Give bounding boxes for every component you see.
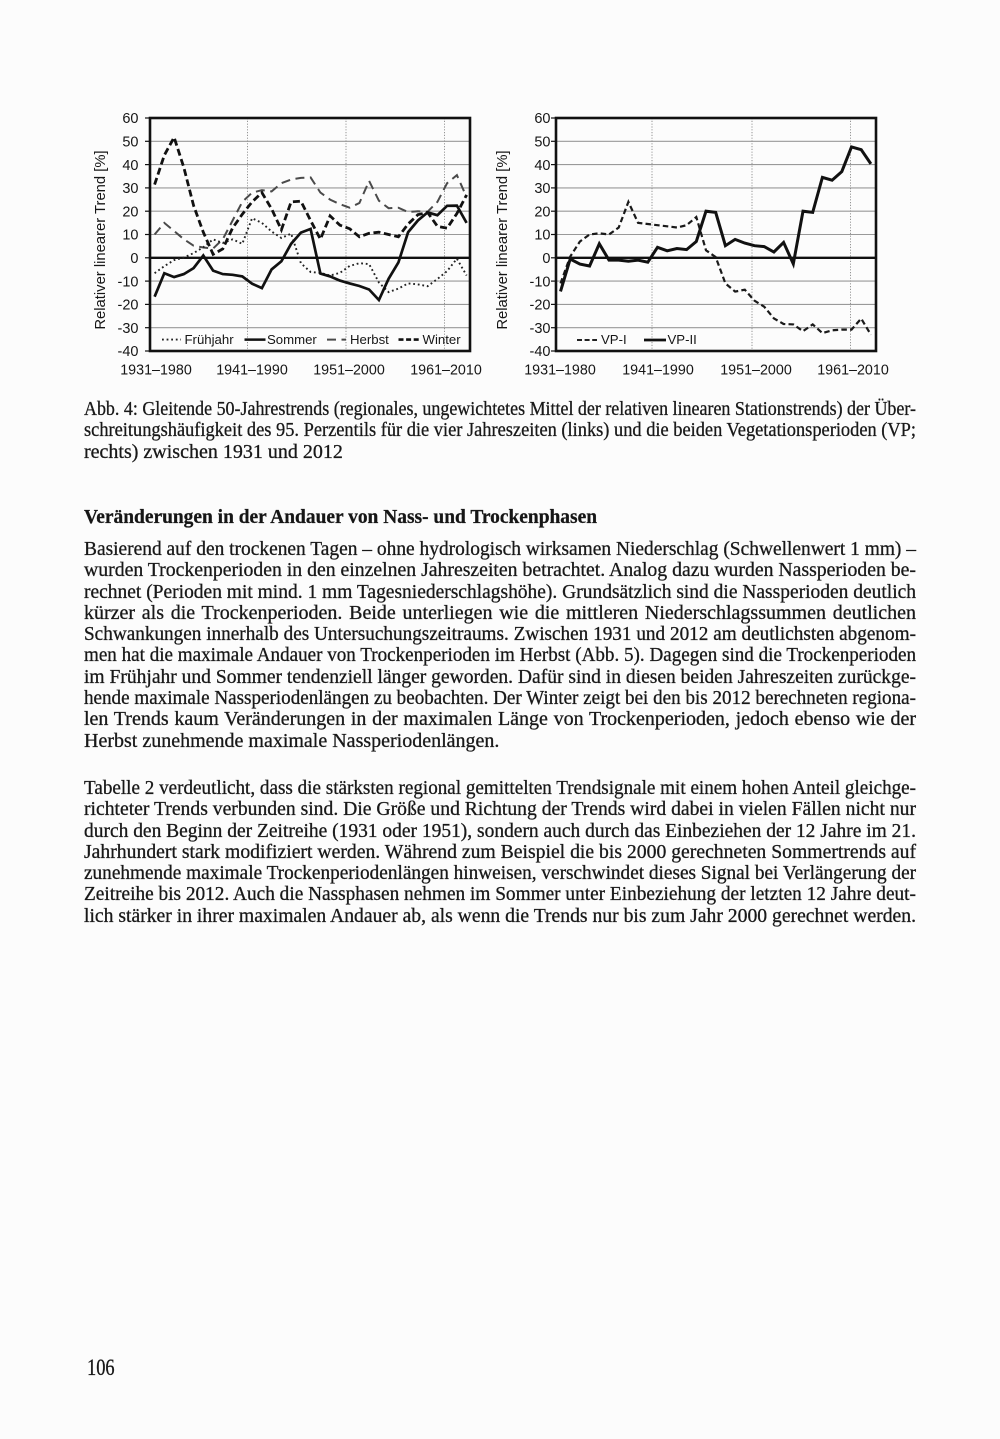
svg-text:1951–2000: 1951–2000 [313, 363, 385, 379]
svg-text:-10: -10 [118, 274, 139, 290]
svg-text:Sommer: Sommer [267, 332, 317, 347]
svg-text:1961–2010: 1961–2010 [410, 363, 482, 379]
svg-text:-20: -20 [530, 298, 551, 314]
svg-text:10: 10 [122, 228, 138, 244]
svg-text:40: 40 [122, 158, 138, 174]
svg-text:1941–1990: 1941–1990 [622, 363, 694, 379]
svg-text:VP-II: VP-II [668, 332, 697, 347]
svg-text:Herbst: Herbst [350, 332, 389, 347]
svg-text:60: 60 [122, 111, 138, 127]
svg-text:0: 0 [130, 251, 138, 267]
svg-text:-30: -30 [530, 321, 551, 337]
svg-text:0: 0 [542, 251, 550, 267]
svg-text:-30: -30 [118, 321, 139, 337]
svg-text:60: 60 [534, 111, 550, 127]
svg-text:Relativer linearer Trend [%]: Relativer linearer Trend [%] [495, 150, 511, 329]
svg-text:1931–1980: 1931–1980 [524, 363, 596, 379]
svg-text:10: 10 [534, 228, 550, 244]
svg-text:Frühjahr: Frühjahr [185, 332, 235, 347]
svg-text:20: 20 [534, 204, 550, 220]
svg-text:1941–1990: 1941–1990 [216, 363, 288, 379]
svg-text:20: 20 [122, 204, 138, 220]
svg-text:-40: -40 [530, 344, 551, 360]
svg-text:1961–2010: 1961–2010 [817, 363, 889, 379]
svg-text:-40: -40 [118, 344, 139, 360]
svg-text:40: 40 [534, 158, 550, 174]
svg-text:Relativer linearer Trend [%]: Relativer linearer Trend [%] [93, 150, 109, 329]
svg-text:30: 30 [534, 181, 550, 197]
svg-text:1951–2000: 1951–2000 [720, 363, 792, 379]
svg-text:1931–1980: 1931–1980 [120, 363, 192, 379]
svg-text:-10: -10 [530, 274, 551, 290]
svg-text:VP-I: VP-I [601, 332, 627, 347]
svg-text:Winter: Winter [423, 332, 462, 347]
svg-text:30: 30 [122, 181, 138, 197]
svg-text:50: 50 [122, 135, 138, 151]
svg-text:-20: -20 [118, 298, 139, 314]
svg-text:50: 50 [534, 135, 550, 151]
